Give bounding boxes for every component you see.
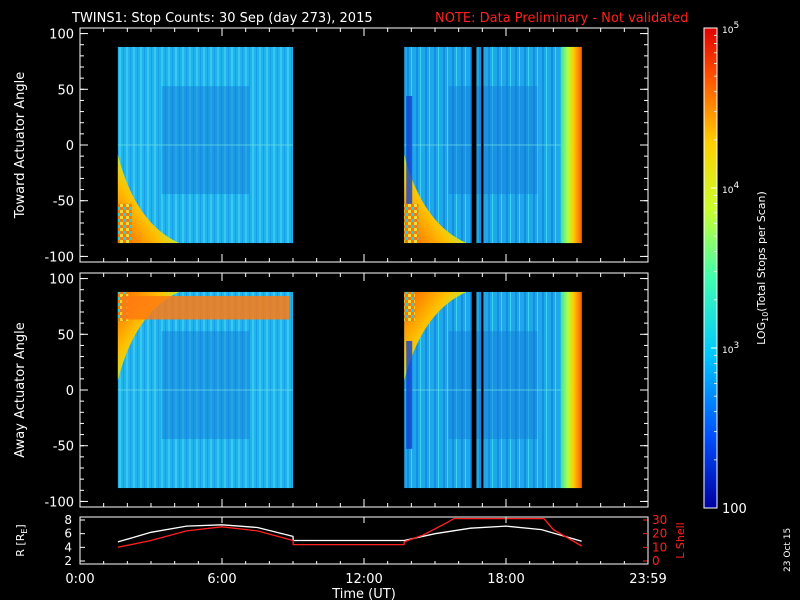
left-axis-label-end: ] xyxy=(14,524,27,528)
y-tick-label: -50 xyxy=(53,195,74,210)
colorbar-tick-label: 100 xyxy=(722,502,747,517)
checker-region xyxy=(404,291,415,322)
zero-band xyxy=(404,389,582,391)
y-tick-label: 100 xyxy=(49,273,74,288)
colorbar-label: LOG10(Total Stops per Scan) xyxy=(755,191,770,345)
right-y-tick-label: 20 xyxy=(652,527,667,541)
date-stamp: 23 Oct 15 xyxy=(783,528,793,572)
checker-region xyxy=(117,203,132,244)
y-tick-label: 0 xyxy=(66,384,74,399)
left-y-tick-label: 2 xyxy=(64,554,72,568)
colorbar-tick-label: 103 xyxy=(722,341,739,356)
spectrogram-block xyxy=(404,46,582,244)
y-tick-label: -100 xyxy=(44,495,74,510)
lshell-series-line xyxy=(117,517,583,548)
y-axis-label: Away Actuator Angle xyxy=(13,322,28,457)
colorbar-tick-base: 10 xyxy=(722,26,734,36)
y-tick-label: -50 xyxy=(53,440,74,455)
y-tick-label: 50 xyxy=(57,83,74,98)
data-gap xyxy=(481,291,484,489)
toward-panel: 100 50 0 -50 -100 Toward Actuator Angle xyxy=(13,27,649,265)
spectrogram-block xyxy=(404,291,582,489)
colorbar-tick-base: 100 xyxy=(722,502,747,517)
zero-band xyxy=(117,144,293,146)
warm-edge xyxy=(560,46,582,244)
y-tick-label: -100 xyxy=(44,250,74,265)
right-axis-label: L Shell xyxy=(674,522,687,558)
warm-edge xyxy=(560,291,582,489)
left-y-tick-label: 8 xyxy=(64,513,72,527)
spectrogram-block xyxy=(117,46,293,244)
spectrogram-fill xyxy=(117,46,293,244)
y-axis-label: Toward Actuator Angle xyxy=(13,72,28,219)
data-gap xyxy=(471,291,477,489)
colorbar-label-sub: 10 xyxy=(761,312,770,322)
spectrogram-fill xyxy=(404,291,582,489)
x-axis-label: Time (UT) xyxy=(331,587,396,600)
spectrogram-fill xyxy=(117,291,293,489)
x-tick-label: 6:00 xyxy=(207,572,236,587)
y-tick-label: 0 xyxy=(66,139,74,154)
right-y-tick-label: 0 xyxy=(652,554,660,568)
right-y-tick-label: 30 xyxy=(652,513,667,527)
colorbar-tick-exp: 3 xyxy=(733,341,739,351)
colorbar-scale xyxy=(703,27,718,509)
spectrogram-core xyxy=(161,331,250,440)
left-y-tick-label: 4 xyxy=(64,540,72,554)
blue-strip xyxy=(406,340,413,449)
colorbar-tick-base: 10 xyxy=(722,346,734,356)
spectrogram-block xyxy=(117,291,293,489)
right-y-tick-label: 10 xyxy=(652,540,667,554)
colorbar-tick-base: 10 xyxy=(722,186,734,196)
spectrogram-core xyxy=(448,331,538,440)
warm-region xyxy=(404,291,467,381)
left-axis-label: R [RE] xyxy=(14,524,29,556)
x-tick-label: 23:59 xyxy=(629,572,666,587)
spectrogram-core xyxy=(161,86,250,195)
left-axis-label-sub: E xyxy=(20,529,29,534)
colorbar-label-rest: (Total Stops per Scan) xyxy=(755,191,768,312)
colorbar-tick-exp: 5 xyxy=(733,21,739,31)
colorbar-label-main: LOG xyxy=(755,322,768,345)
y-tick-label: 50 xyxy=(57,328,74,343)
zero-band xyxy=(117,389,293,391)
y-tick-label: 100 xyxy=(49,28,74,43)
zero-band xyxy=(404,144,582,146)
colorbar-tick-label: 104 xyxy=(722,181,739,196)
warm-region xyxy=(117,154,180,244)
r-series-line xyxy=(117,524,582,543)
preliminary-note: NOTE: Data Preliminary - Not validated xyxy=(435,11,689,26)
left-axis-label-main: R [R xyxy=(14,533,27,556)
chart-title: TWINS1: Stop Counts: 30 Sep (day 273), 2… xyxy=(71,11,373,26)
x-tick-label: 12:00 xyxy=(345,572,382,587)
left-y-tick-label: 6 xyxy=(64,527,72,541)
spectrogram-fill xyxy=(404,46,582,244)
blue-strip xyxy=(406,95,413,204)
away-panel: 100 50 0 -50 -100 Away Actuator Angle xyxy=(13,272,649,510)
warm-region xyxy=(404,154,467,244)
spectrogram-core xyxy=(448,86,538,195)
x-tick-label: 18:00 xyxy=(487,572,524,587)
warm-band xyxy=(121,295,289,320)
colorbar-tick-label: 105 xyxy=(722,21,739,36)
data-gap xyxy=(481,46,484,244)
data-gap xyxy=(471,46,477,244)
colorbar-tick-exp: 4 xyxy=(733,181,739,191)
checker-region xyxy=(404,203,419,244)
x-tick-label: 0:00 xyxy=(65,572,94,587)
